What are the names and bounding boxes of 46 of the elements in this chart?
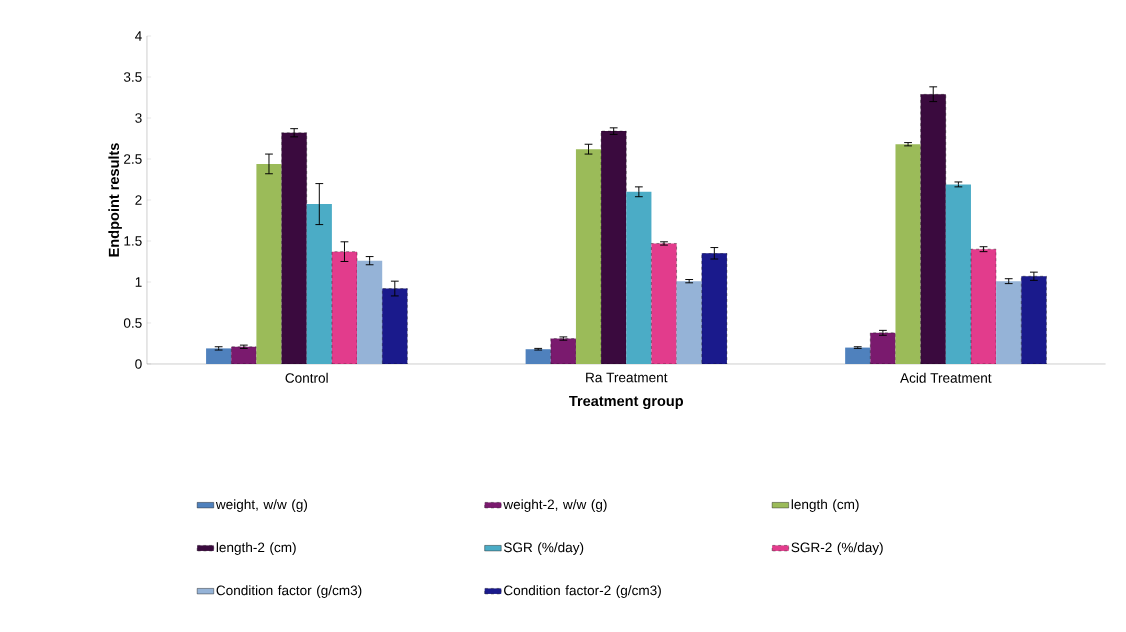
y-tick-label: 1 <box>135 277 142 287</box>
bar <box>945 184 971 365</box>
bar <box>306 204 332 365</box>
bar <box>1021 276 1047 365</box>
legend-label: Condition factor-2 (g/cm3) <box>504 585 661 599</box>
legend-label: length-2 (cm) <box>216 542 296 556</box>
bar <box>382 288 408 365</box>
bar <box>870 332 896 365</box>
bar <box>895 144 921 365</box>
y-tick-label: 3.5 <box>123 72 142 82</box>
legend-label: Condition factor (g/cm3) <box>216 585 362 599</box>
bar <box>626 191 652 365</box>
y-axis-title: Endpoint results <box>108 143 122 257</box>
bar <box>651 243 677 365</box>
bar <box>550 338 577 365</box>
y-tick-label: 1.5 <box>124 236 142 246</box>
bar <box>676 281 702 365</box>
bar <box>281 132 307 365</box>
y-tick-label: 0 <box>135 359 142 369</box>
y-tick-label: 3 <box>135 113 142 123</box>
bar <box>600 131 627 365</box>
y-tick-label: 0.5 <box>123 318 142 328</box>
x-tick-label: Ra Treatment <box>586 373 668 383</box>
y-tick-label: 4 <box>134 31 142 41</box>
bar <box>331 251 358 365</box>
bar <box>231 346 257 365</box>
bar <box>701 253 728 365</box>
legend-label: length (cm) <box>791 499 859 513</box>
legend-label: SGR-2 (%/day) <box>791 542 883 556</box>
x-tick-label: Acid Treatment <box>900 373 992 383</box>
legend-label: weight, w/w (g) <box>215 499 308 513</box>
y-tick-label: 2.5 <box>124 154 142 164</box>
bar <box>920 94 946 365</box>
y-tick-label: 2 <box>135 195 142 205</box>
bar <box>525 349 551 365</box>
bar <box>206 348 232 365</box>
legend-label: weight-2, w/w (g) <box>503 499 607 513</box>
bar <box>357 260 383 365</box>
bar <box>845 347 871 365</box>
x-axis-title: Treatment group <box>569 396 684 410</box>
legend-label: SGR (%/day) <box>503 542 584 556</box>
bar <box>996 281 1022 365</box>
x-tick-label: Control <box>285 373 328 383</box>
bar <box>575 149 602 365</box>
bar <box>256 164 282 365</box>
bar <box>970 249 997 365</box>
